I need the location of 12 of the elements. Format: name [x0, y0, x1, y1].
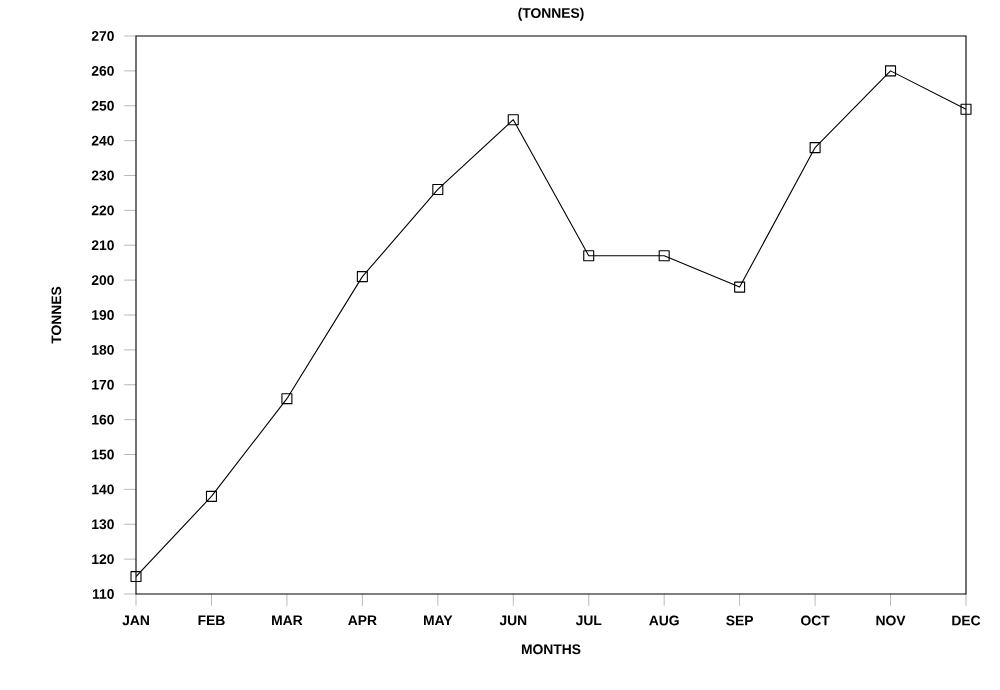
point [658, 250, 670, 262]
point [960, 103, 972, 115]
point [507, 114, 519, 126]
point [130, 571, 142, 583]
point [734, 281, 746, 293]
point [356, 271, 368, 283]
point [281, 393, 293, 405]
point [205, 490, 217, 502]
point [583, 250, 595, 262]
point [885, 65, 897, 77]
point [809, 142, 821, 154]
point [432, 183, 444, 195]
